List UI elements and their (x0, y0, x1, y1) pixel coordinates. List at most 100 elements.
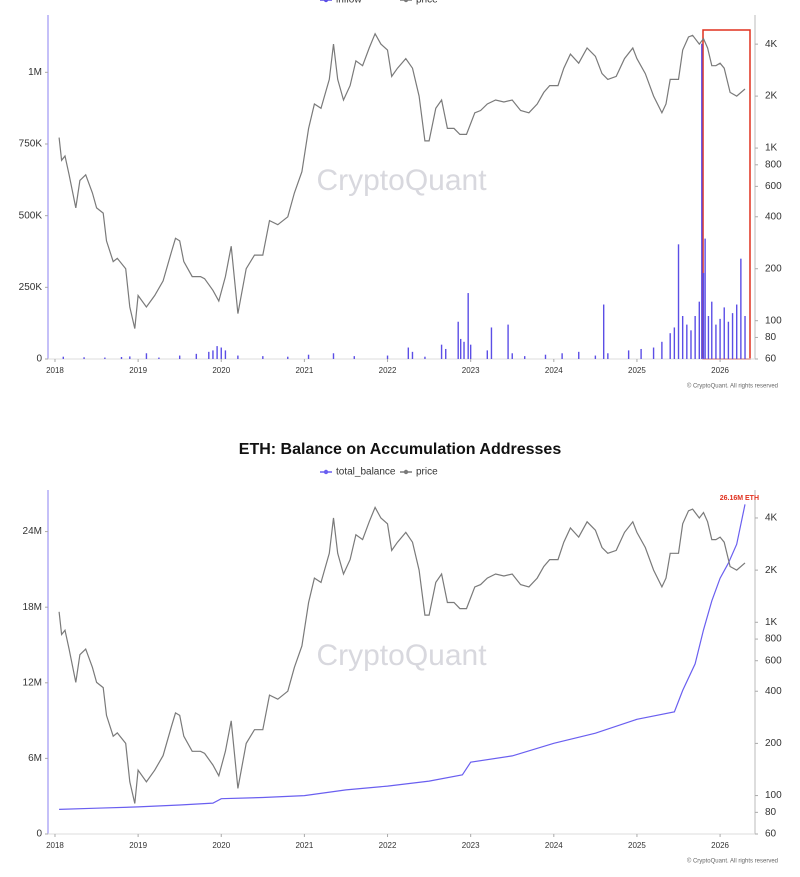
x-tick-label: 2022 (379, 366, 397, 375)
bar (602, 304, 605, 359)
footer: © CryptoQuant. All rights reserved (687, 383, 778, 390)
bar (673, 327, 676, 359)
x-tick-label: 2024 (545, 841, 563, 850)
bar (440, 344, 443, 359)
legend-marker (403, 0, 409, 3)
bar (411, 351, 414, 359)
x-tick-label: 2025 (628, 841, 646, 850)
bar (178, 355, 181, 359)
bar (216, 346, 218, 359)
y2-tick-label: 1K (765, 143, 778, 154)
bar (386, 355, 389, 359)
y-tick-label: 750K (19, 139, 43, 150)
bar (467, 293, 469, 359)
y2-tick-label: 4K (765, 39, 778, 50)
y2-tick-label: 600 (765, 655, 782, 666)
bar (237, 355, 239, 359)
bar (486, 350, 488, 359)
legend-marker (403, 469, 409, 475)
line (58, 32, 746, 329)
x-tick-label: 2020 (212, 366, 230, 375)
bar (307, 354, 310, 359)
y2-tick-label: 80 (765, 332, 777, 343)
x-tick-label: 2026 (711, 366, 729, 375)
y2-tick-label: 100 (765, 790, 782, 801)
x-tick-label: 2021 (295, 841, 313, 850)
bar (719, 318, 721, 359)
y2-tick-label: 100 (765, 315, 782, 326)
y2-tick-label: 800 (765, 159, 782, 170)
bar (561, 353, 563, 359)
y2-tick-label: 400 (765, 686, 782, 697)
x-tick-label: 2023 (462, 366, 480, 375)
bar (690, 330, 692, 359)
bar (62, 356, 64, 359)
bar (224, 350, 227, 359)
legend-marker (323, 469, 329, 475)
bar (424, 356, 426, 359)
bar (469, 344, 472, 359)
bar (627, 350, 630, 359)
bar (744, 316, 746, 359)
y2-tick-label: 2K (765, 565, 778, 576)
bar (507, 324, 509, 359)
y-tick-label: 500K (19, 210, 43, 221)
bar (208, 351, 210, 359)
bar (195, 353, 198, 359)
bar (731, 313, 734, 359)
annotation: 26.16M ETH (720, 495, 759, 502)
bar (158, 357, 160, 359)
x-tick-label: 2018 (46, 841, 64, 850)
bar (652, 347, 655, 359)
y-tick-label: 250K (19, 282, 43, 293)
bar (686, 324, 688, 359)
y2-tick-label: 80 (765, 807, 777, 818)
x-tick-label: 2022 (379, 841, 397, 850)
legend-label: total_balance (336, 467, 396, 478)
bar (701, 43, 703, 360)
bar (524, 356, 526, 359)
bar (711, 301, 713, 359)
bar (287, 356, 289, 359)
y-tick-label: 1M (28, 67, 42, 78)
bar (104, 357, 106, 359)
y-tick-label: 0 (36, 829, 42, 840)
y2-tick-label: 60 (765, 829, 777, 840)
bar (578, 351, 580, 359)
x-tick-label: 2025 (628, 366, 646, 375)
bar (463, 341, 465, 359)
y-tick-label: 12M (23, 677, 42, 688)
x-tick-label: 2023 (462, 841, 480, 850)
y-tick-label: 0 (36, 354, 42, 365)
bar (145, 353, 148, 359)
y-tick-label: 6M (28, 753, 42, 764)
y2-tick-label: 400 (765, 211, 782, 222)
x-tick-label: 2018 (46, 366, 64, 375)
bar (740, 258, 742, 359)
bar (212, 350, 214, 359)
bar (607, 353, 609, 359)
bar (445, 348, 447, 359)
legend-label: inflow (336, 0, 362, 6)
x-tick-label: 2020 (212, 841, 230, 850)
legend-label: price (416, 0, 438, 6)
y2-tick-label: 600 (765, 181, 782, 192)
bar (707, 316, 710, 359)
bar (457, 321, 459, 359)
y2-tick-label: 2K (765, 91, 778, 102)
bar (120, 356, 123, 359)
bar (702, 273, 705, 359)
x-tick-label: 2019 (129, 841, 147, 850)
bar (681, 316, 684, 359)
legend-marker (323, 0, 329, 3)
line (59, 504, 746, 810)
bar (704, 238, 706, 359)
y2-tick-label: 200 (765, 738, 782, 749)
bar (727, 321, 730, 359)
x-tick-label: 2024 (545, 366, 563, 375)
bar (661, 341, 663, 359)
bar (715, 324, 717, 359)
x-tick-label: 2026 (711, 841, 729, 850)
bar (677, 244, 680, 359)
